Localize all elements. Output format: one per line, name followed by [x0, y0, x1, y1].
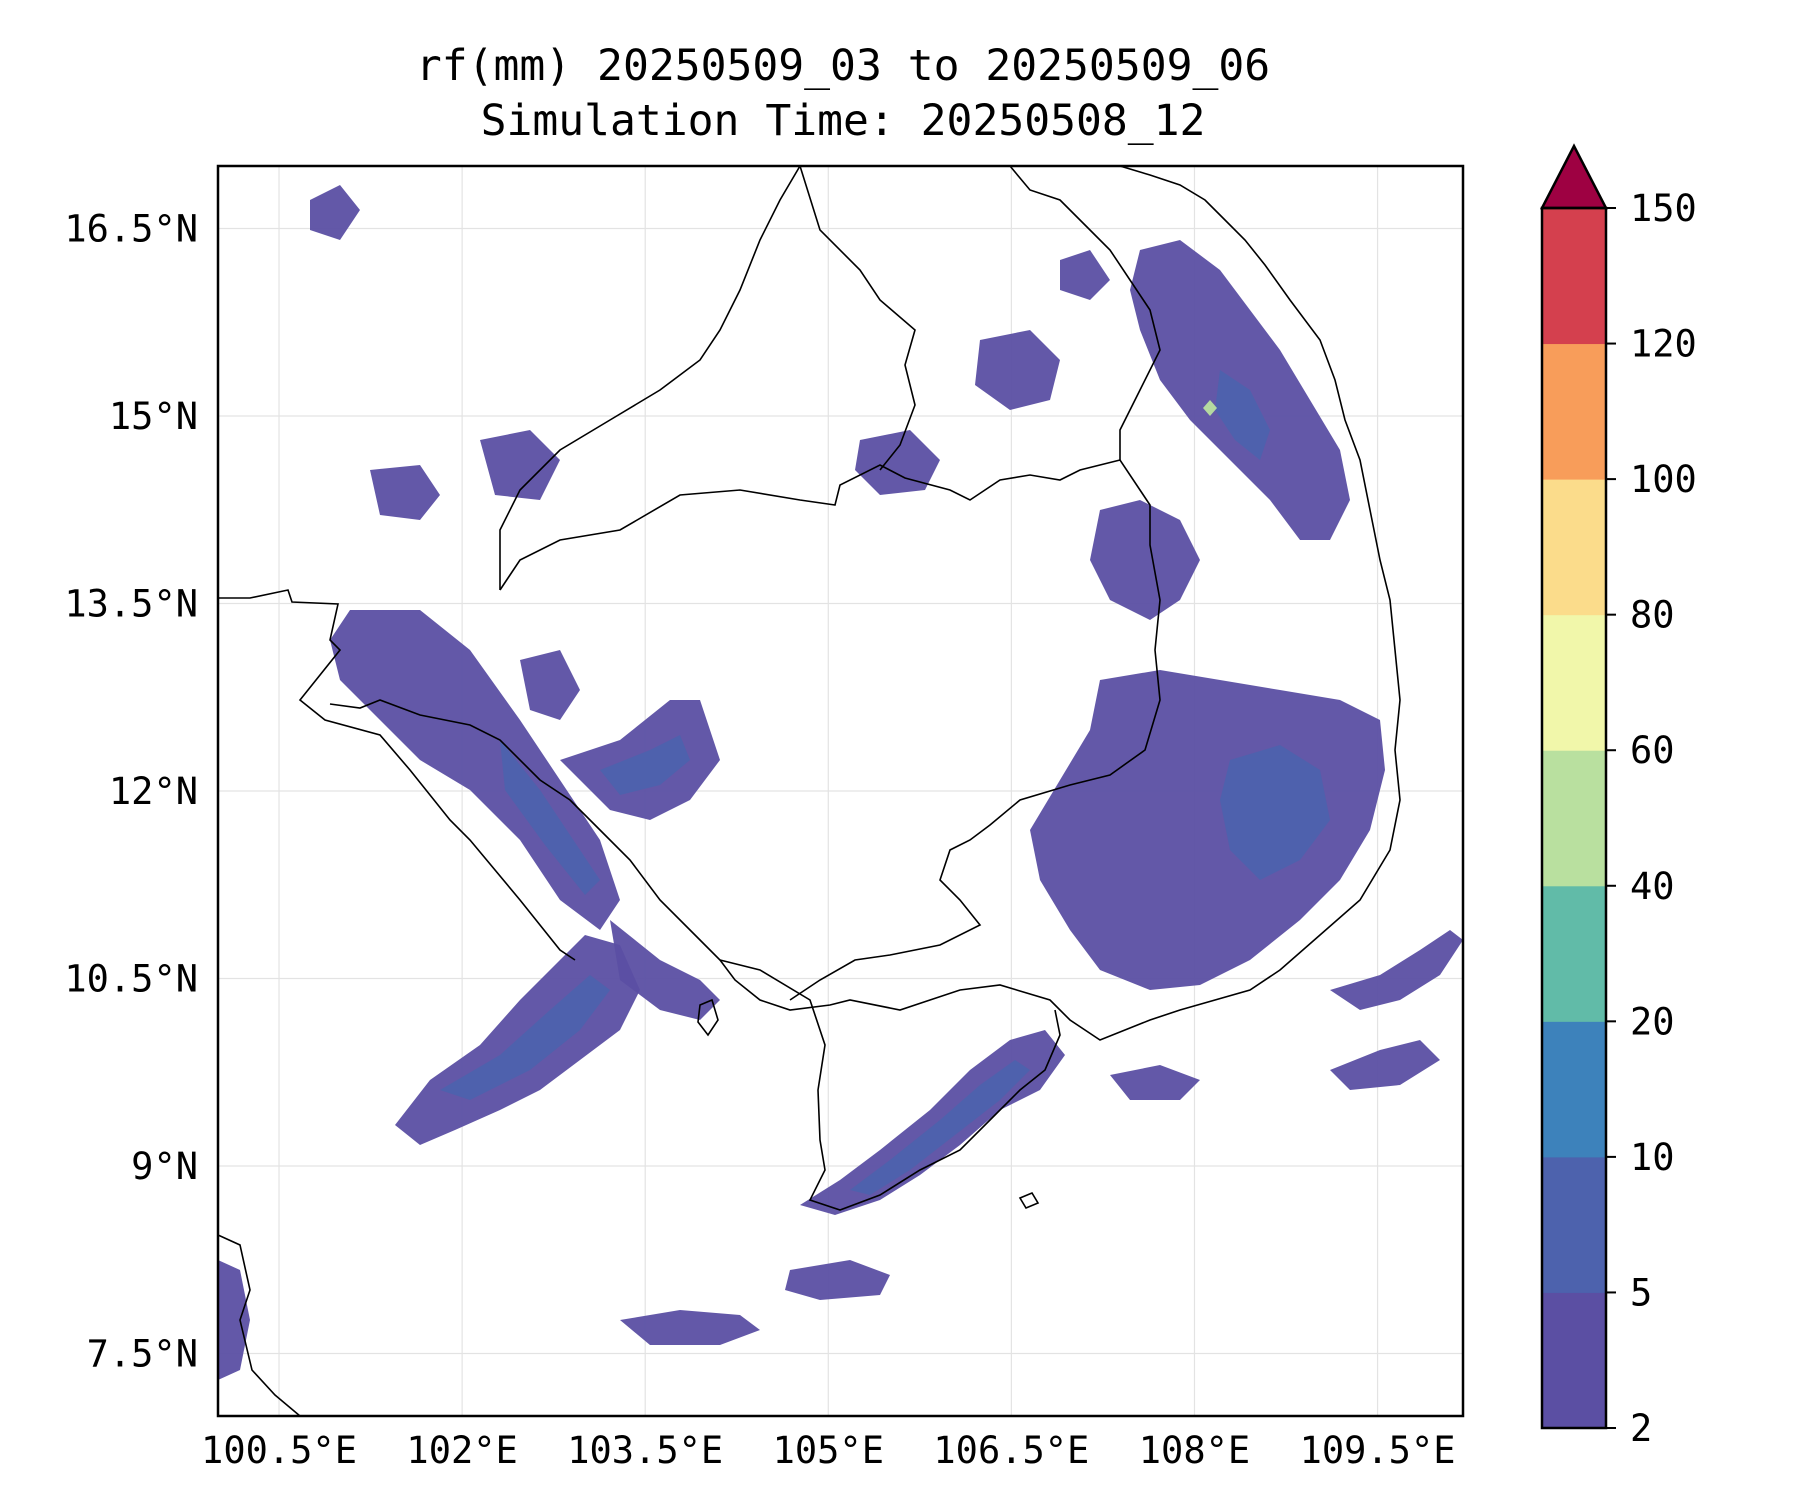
lat-tick-label: 9°N: [131, 1145, 198, 1188]
colorbar-segment: [1542, 1156, 1606, 1293]
lat-tick-label: 10.5°N: [64, 958, 198, 1001]
coastline-cambodia-vietnam-south: [329, 166, 1401, 1041]
map-title-line2: Simulation Time: 20250508_12: [481, 96, 1206, 146]
colorbar-segment: [1542, 885, 1606, 1022]
coastline-mekong-delta: [719, 959, 1061, 1211]
border-thailand-laos: [499, 166, 801, 590]
rain-area-scs-offshore: [1110, 930, 1463, 1100]
rain-area-highlands-east: [1030, 500, 1385, 990]
colorbar-label: 100: [1630, 458, 1697, 501]
rain-area-laos-central: [855, 250, 1110, 495]
rain-area-local-peak: [1203, 400, 1217, 416]
island-phuquoc: [697, 998, 719, 1037]
island-condao: [1018, 1191, 1040, 1210]
rain-area-gulf-west-core: [440, 740, 610, 1100]
map-frame: [216, 164, 1465, 1418]
lon-tick-label: 103.5°E: [567, 1429, 723, 1472]
colorbar-label: 5: [1630, 1271, 1652, 1314]
lon-tick-label: 106.5°E: [933, 1429, 1089, 1472]
border-cambodia: [499, 459, 1161, 1001]
colorbar-label: 60: [1630, 729, 1675, 772]
colorbar-segment: [1542, 1292, 1606, 1429]
colorbar-label: 150: [1630, 187, 1697, 230]
colorbar-label: 80: [1630, 594, 1675, 637]
lat-tick-label: 12°N: [109, 770, 198, 813]
colorbar-segment: [1542, 343, 1606, 480]
colorbar-segment: [1542, 614, 1606, 751]
lon-tick-label: 100.5°E: [201, 1429, 357, 1472]
colorbar-label: 40: [1630, 865, 1675, 908]
colorbar-label: 2: [1630, 1407, 1652, 1450]
rain-area-highlands-core: [1220, 745, 1330, 880]
colorbar-extend-triangle: [1539, 143, 1609, 210]
colorbar-segment: [1542, 1021, 1606, 1158]
map-panel: 100.5°E 102°E 103.5°E 105°E 106.5°E 108°E 109.…: [64, 164, 1465, 1473]
colorbar: 2 5 10 20 40 60 80 100 120 150: [1539, 143, 1697, 1450]
lat-tick-label: 7.5°N: [87, 1333, 198, 1376]
rain-area-cardamom-core: [600, 735, 690, 795]
rain-area-thai-northwest: [310, 185, 560, 520]
rainfall-contours: [218, 185, 1463, 1380]
coastlines-and-borders: [218, 166, 1401, 1416]
lat-tick-label: 13.5°N: [64, 583, 198, 626]
lat-tick-label: 16.5°N: [64, 208, 198, 251]
axis-ticks: 100.5°E 102°E 103.5°E 105°E 106.5°E 108°E 109.…: [64, 208, 1455, 1473]
lat-tick-label: 15°N: [109, 395, 198, 438]
colorbar-label: 10: [1630, 1136, 1675, 1179]
lon-tick-label: 109.5°E: [1300, 1429, 1456, 1472]
colorbar-segment: [1542, 208, 1606, 345]
colorbar-segments: [1542, 208, 1606, 1429]
coastline-malaysia: [218, 1234, 301, 1416]
colorbar-segment: [1542, 479, 1606, 616]
map-title-line1: rf(mm) 20250509_03 to 20250509_06: [416, 41, 1270, 91]
lon-tick-label: 102°E: [406, 1429, 517, 1472]
colorbar-segment: [1542, 750, 1606, 887]
rain-area-annam-core: [1215, 370, 1270, 460]
rain-area-camau-core: [850, 1060, 1030, 1195]
colorbar-frame: [1540, 206, 1608, 1430]
rain-area-gulf-south: [218, 1260, 890, 1380]
coastline-gulf-thailand-west: [218, 589, 576, 961]
lon-tick-label: 105°E: [773, 1429, 884, 1472]
border-laos-vietnam: [799, 166, 1161, 471]
colorbar-label: 20: [1630, 1000, 1675, 1043]
lon-tick-label: 108°E: [1139, 1429, 1250, 1472]
colorbar-label: 120: [1630, 323, 1697, 366]
colorbar-labels: 2 5 10 20 40 60 80 100 120 150: [1606, 187, 1697, 1450]
